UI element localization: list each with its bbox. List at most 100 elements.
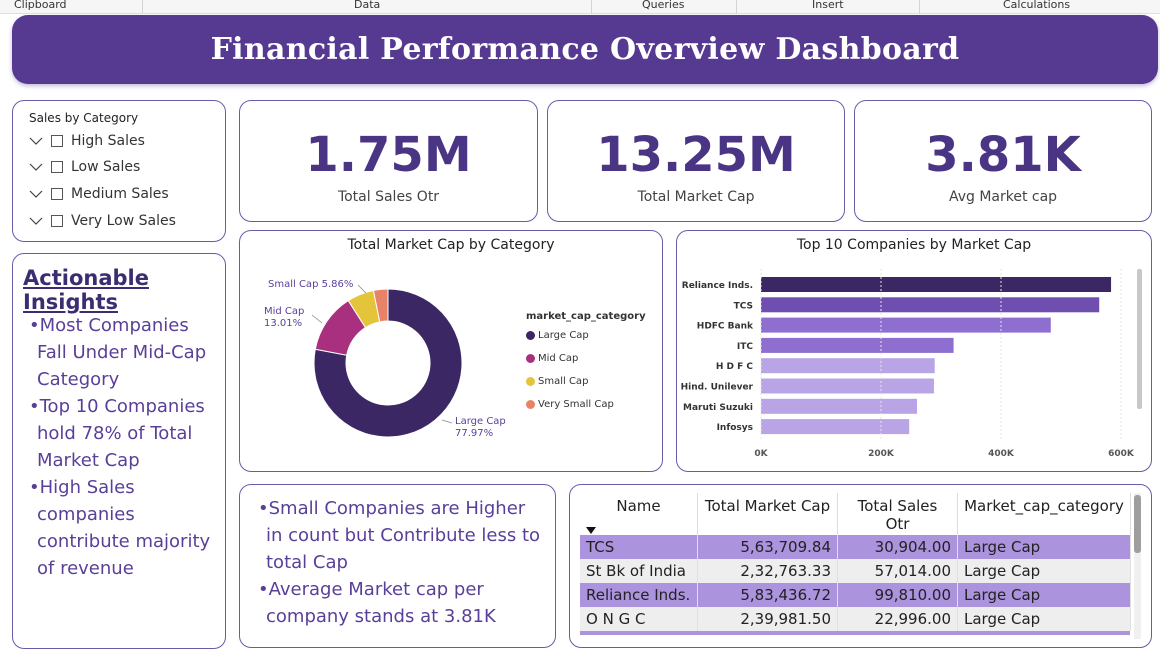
data-label-leader	[441, 419, 453, 424]
bar-reliance-inds-	[761, 277, 1112, 292]
ribbon-clipboard[interactable]: Clipboard	[14, 0, 67, 11]
data-label: Large Cap	[455, 416, 506, 427]
cell-category: Large Cap	[957, 607, 1131, 631]
legend-item-mid-cap[interactable]: Mid Cap	[526, 353, 578, 364]
x-tick-label: 200K	[868, 449, 895, 459]
legend-item-very-small-cap[interactable]: Very Small Cap	[526, 399, 614, 410]
kpi-card-total-sales: 1.75M Total Sales Otr	[239, 100, 538, 222]
ribbon-divider	[142, 0, 143, 13]
scrollbar-thumb[interactable]	[1134, 495, 1141, 553]
ribbon-calculations[interactable]: Calculations	[1003, 0, 1071, 11]
slicer-item-low-sales[interactable]: Low Sales	[29, 157, 140, 177]
dashboard-title: Financial Performance Overview Dashboard	[210, 32, 960, 67]
data-label: 13.01%	[264, 318, 302, 329]
chevron-down-icon[interactable]	[29, 187, 43, 201]
insight-item: •Small Companies are Higher in count but…	[258, 498, 541, 573]
bar-category-label: Hind. Unilever	[681, 383, 754, 393]
ribbon: Clipboard Data Queries Insert Calculatio…	[0, 0, 1160, 14]
chart-scrollbar[interactable]	[1137, 269, 1142, 409]
chevron-down-icon[interactable]	[29, 134, 43, 148]
ribbon-divider	[919, 0, 920, 13]
ribbon-divider	[591, 0, 592, 13]
bottom-insights-list: •Small Companies are Higher in count but…	[256, 495, 546, 630]
table-row[interactable]: Reliance Inds. 5,83,436.72 99,810.00 Lar…	[580, 583, 1131, 607]
cell-market-cap: 2,32,763.33	[697, 559, 838, 583]
column-header-name[interactable]: Name	[580, 493, 698, 535]
ribbon-data[interactable]: Data	[354, 0, 381, 11]
ribbon-queries[interactable]: Queries	[642, 0, 685, 11]
donut-chart-title: Total Market Cap by Category	[347, 237, 555, 253]
slicer-item-label: High Sales	[71, 133, 145, 149]
bar-category-label: Infosys	[717, 423, 753, 433]
slicer-item-label: Low Sales	[71, 159, 141, 175]
slicer-item-high-sales[interactable]: High Sales	[29, 131, 145, 151]
cell-name: Reliance Inds.	[580, 583, 698, 607]
bar-category-label: TCS	[734, 301, 753, 311]
cell-sales: 22,996.00	[837, 607, 958, 631]
bar-hdfc-bank	[761, 317, 1051, 333]
bar-chart[interactable]: Reliance Inds. TCS HDFC Bank ITC H D F C Hind…	[677, 231, 1149, 467]
cell-sales: 57,014.00	[837, 559, 958, 583]
bar-category-label: Reliance Inds.	[682, 281, 753, 291]
checkbox[interactable]	[51, 135, 63, 147]
cell-market-cap: 5,63,709.84	[697, 535, 838, 559]
cell-sales: 30,904.00	[837, 535, 958, 559]
cell-market-cap: 5,83,436.72	[697, 583, 838, 607]
legend-item-large-cap[interactable]: Large Cap	[526, 330, 589, 341]
table-row[interactable]: TCS 5,63,709.84 30,904.00 Large Cap	[580, 535, 1131, 559]
legend-swatch	[526, 400, 535, 409]
checkbox[interactable]	[51, 161, 63, 173]
data-label: Small Cap 5.86%	[268, 279, 353, 290]
legend-item-small-cap[interactable]: Small Cap	[526, 376, 588, 387]
insights-panel: Actionable Insights •Most Companies Fall…	[12, 253, 226, 649]
insight-item: •Top 10 Companies hold 78% of Total Mark…	[29, 396, 205, 471]
data-label: 77.97%	[455, 428, 493, 439]
bar-chart-title: Top 10 Companies by Market Cap	[796, 237, 1032, 253]
donut-slice-large-cap	[313, 288, 463, 438]
bar-hind-unilever	[761, 378, 934, 394]
cell-category: Large Cap	[957, 559, 1131, 583]
data-label-leader	[311, 314, 323, 324]
bar-h-d-f-c	[761, 358, 935, 374]
column-header-total-sales-otr[interactable]: Total Sales Otr	[837, 493, 958, 535]
bottom-insights-panel: •Small Companies are Higher in count but…	[239, 484, 556, 648]
cell-name: O N G C	[580, 607, 698, 631]
chevron-down-icon[interactable]	[29, 214, 43, 228]
x-tick-label: 0K	[754, 449, 768, 459]
slicer-item-label: Very Low Sales	[71, 213, 176, 229]
cell-market-cap: 2,39,981.50	[697, 607, 838, 631]
chevron-down-icon[interactable]	[29, 160, 43, 174]
table-scrollbar[interactable]	[1134, 493, 1141, 639]
company-table-card: Name Total Market Cap Total Sales Otr Ma…	[569, 484, 1152, 648]
table-row[interactable]: O N G C 2,39,981.50 22,996.00 Large Cap	[580, 607, 1131, 631]
bar-category-label: HDFC Bank	[697, 322, 754, 332]
bar-category-label: Maruti Suzuki	[683, 403, 753, 413]
slicer-item-medium-sales[interactable]: Medium Sales	[29, 184, 169, 204]
dashboard-title-bar: Financial Performance Overview Dashboard	[12, 15, 1158, 84]
legend-swatch	[526, 354, 535, 363]
kpi-label: Total Sales Otr	[337, 189, 440, 205]
slicer-item-label: Medium Sales	[71, 186, 169, 202]
bar-category-label: H D F C	[716, 362, 754, 372]
bar-itc	[761, 337, 954, 353]
sort-down-icon[interactable]	[586, 527, 596, 534]
checkbox[interactable]	[51, 188, 63, 200]
bar-tcs	[761, 297, 1100, 313]
donut-chart-card: Total Market Cap by Category Large Cap 77…	[239, 230, 663, 472]
insight-item: •Average Market cap per company stands a…	[258, 579, 496, 627]
kpi-card-avg-market-cap: 3.81K Avg Market cap	[854, 100, 1152, 222]
legend-swatch	[526, 377, 535, 386]
ribbon-insert[interactable]: Insert	[812, 0, 844, 11]
slicer-title: Sales by Category	[29, 111, 139, 125]
cell-category: Large Cap	[957, 583, 1131, 607]
data-label-leader	[357, 284, 367, 294]
kpi-value: 13.25M	[596, 127, 796, 183]
kpi-label: Total Market Cap	[637, 189, 755, 205]
bar-category-label: ITC	[737, 342, 753, 352]
table-row[interactable]: St Bk of India 2,32,763.33 57,014.00 Lar…	[580, 559, 1131, 583]
column-header-total-market-cap[interactable]: Total Market Cap	[697, 493, 838, 535]
slicer-item-very-low-sales[interactable]: Very Low Sales	[29, 211, 176, 231]
column-header-market-cap-category[interactable]: Market_cap_category	[957, 493, 1131, 535]
checkbox[interactable]	[51, 215, 63, 227]
